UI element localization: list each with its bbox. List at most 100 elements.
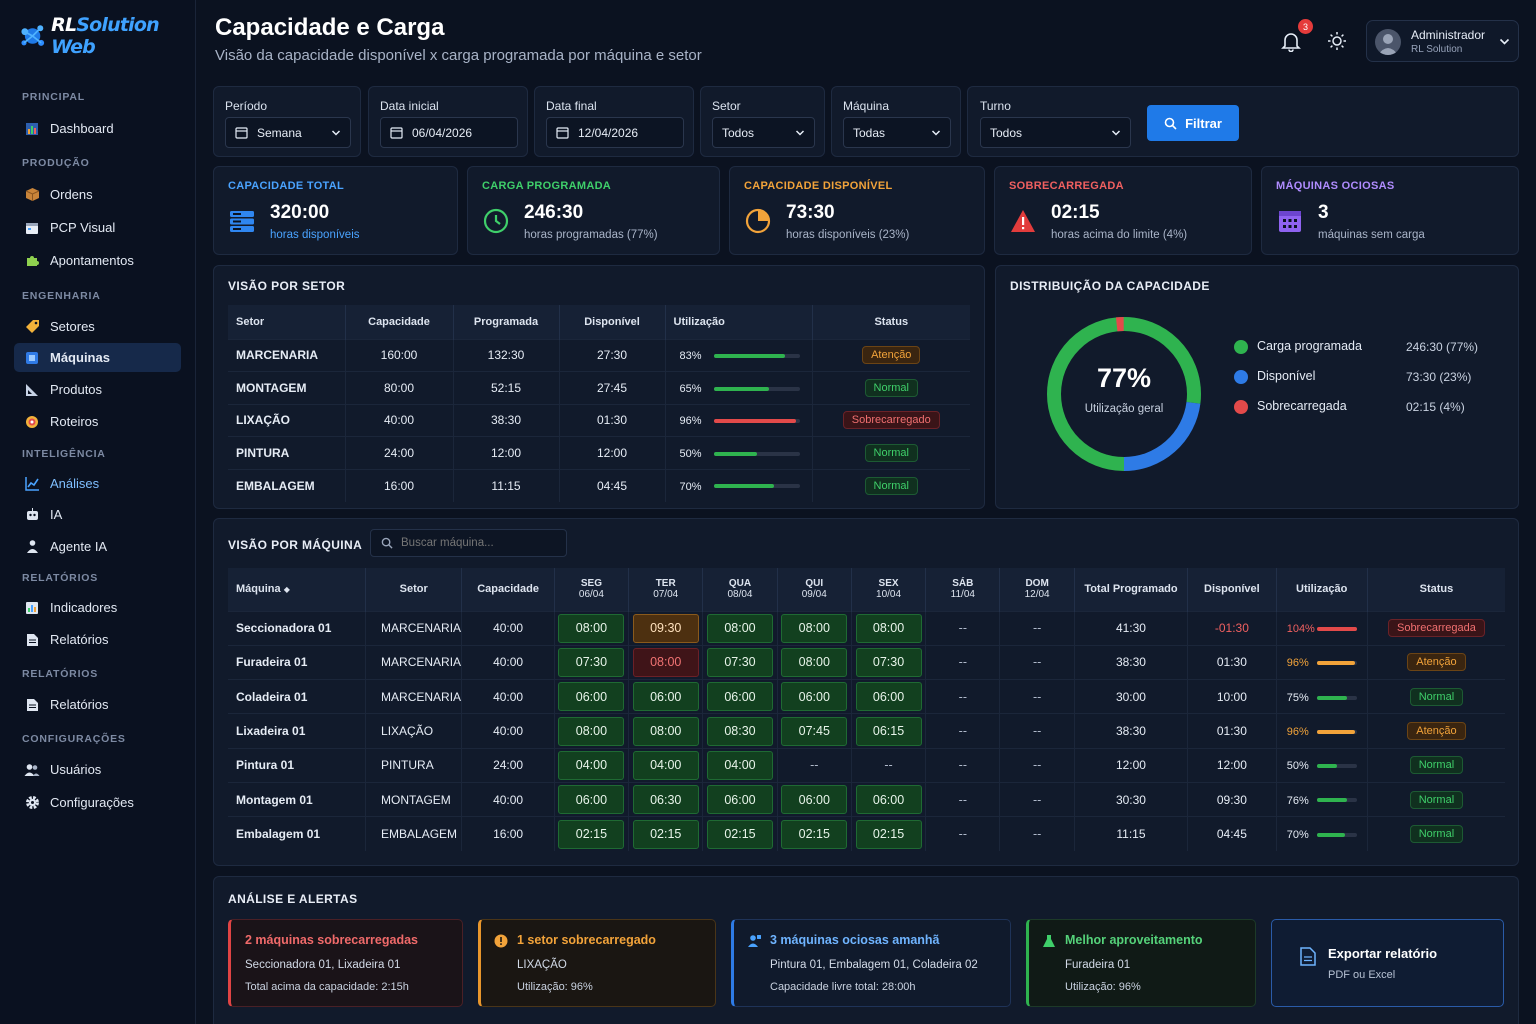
day-cell[interactable]: 07:30 [702,644,778,680]
day-cell[interactable]: -- [925,781,1001,817]
day-cell[interactable]: -- [999,781,1075,817]
sidebar-item-setores[interactable]: Setores [14,312,181,341]
day-cell[interactable]: -- [925,747,1001,783]
sidebar-item-roteiros[interactable]: Roteiros [14,407,181,436]
turno-select[interactable]: Todos [980,117,1131,148]
day-cell[interactable]: 06:00 [702,679,778,714]
day-cell[interactable]: 06:00 [851,781,927,817]
day-cell[interactable]: 06:00 [554,781,630,817]
data-final-input[interactable]: 12/04/2026 [546,117,684,148]
day-cell[interactable]: 08:00 [777,644,852,680]
table-row[interactable]: Lixadeira 01 LIXAÇÃO 40:00 08:00 08:00 08:30 0… [228,713,1505,749]
bell-icon[interactable] [1280,30,1302,52]
day-cell[interactable]: -- [925,679,1001,714]
day-cell[interactable]: -- [777,747,852,783]
day-cell[interactable]: 08:00 [554,713,630,749]
sidebar-item-ordens[interactable]: Ordens [14,180,181,209]
sidebar-item-produtos[interactable]: Produtos [14,375,181,404]
search-maquina[interactable] [370,529,567,557]
sidebar-item-agente-ia[interactable]: Agente IA [14,532,181,561]
day-cell[interactable]: 09:30 [628,610,704,646]
day-cell[interactable]: -- [925,713,1001,749]
day-cell[interactable]: 02:15 [554,816,630,852]
alert-sobrecarregadas[interactable]: 2 máquinas sobrecarregadas Seccionadora … [228,919,463,1007]
day-cell[interactable]: 08:00 [628,713,704,749]
day-cell[interactable]: 08:00 [851,610,927,646]
sidebar-item-relatorios-2[interactable]: Relatórios [14,690,181,719]
day-cell[interactable]: -- [925,816,1001,852]
day-cell[interactable]: 06:15 [851,713,927,749]
day-cell[interactable]: 04:00 [554,747,630,783]
sidebar-item-maquinas[interactable]: Máquinas [14,343,181,372]
day-cell[interactable]: 02:15 [851,816,927,852]
sidebar-item-usuarios[interactable]: Usuários [14,755,181,784]
day-cell[interactable]: -- [851,747,927,783]
day-cell[interactable]: -- [999,644,1075,680]
table-row[interactable]: MARCENARIA 160:00 132:30 27:30 83% Atenção [228,338,970,372]
table-row[interactable]: Embalagem 01 EMBALAGEM 16:00 02:15 02:15 02:1… [228,816,1505,852]
export-report-button[interactable]: Exportar relatório PDF ou Excel [1271,919,1504,1007]
day-cell[interactable]: 04:00 [702,747,778,783]
day-cell[interactable]: 08:00 [628,644,704,680]
day-cell[interactable]: 02:15 [702,816,778,852]
day-cell[interactable]: 08:00 [554,610,630,646]
table-row[interactable]: PINTURA 24:00 12:00 12:00 50% Normal [228,436,970,469]
sidebar-item-configuracoes[interactable]: Configurações [14,788,181,817]
table-row[interactable]: Seccionadora 01 MARCENARIA 40:00 08:00 09:30… [228,610,1505,646]
day-cell[interactable]: 06:00 [554,679,630,714]
sun-icon[interactable] [1327,31,1347,51]
table-row[interactable]: EMBALAGEM 16:00 11:15 04:45 70% Normal [228,468,970,502]
day-cell[interactable]: -- [925,610,1001,646]
sidebar-item-indicadores[interactable]: Indicadores [14,593,181,622]
day-cell[interactable]: 08:00 [777,610,852,646]
day-cell[interactable]: 07:30 [851,644,927,680]
sidebar-item-apontamentos[interactable]: Apontamentos [14,246,181,275]
day-cell[interactable]: 02:15 [777,816,852,852]
sidebar-item-pcp-visual[interactable]: PCP Visual [14,213,181,242]
periodo-select[interactable]: Semana [225,117,351,148]
setor-select[interactable]: Todos [712,117,815,148]
sidebar-item-ia[interactable]: IA [14,500,181,529]
day-cell[interactable]: -- [999,610,1075,646]
alert-setor[interactable]: 1 setor sobrecarregado LIXAÇÃO Utilizaçã… [478,919,716,1007]
data-inicial-input[interactable]: 06/04/2026 [380,117,518,148]
status-badge: Normal [864,476,918,495]
table-row[interactable]: Montagem 01 MONTAGEM 40:00 06:00 06:30 06:00 0… [228,781,1505,817]
day-cell[interactable]: 06:00 [777,781,852,817]
maquina-select[interactable]: Todas [843,117,951,148]
day-cell[interactable]: 06:00 [702,781,778,817]
day-cell[interactable]: 08:00 [702,610,778,646]
day-cell[interactable]: 07:45 [777,713,852,749]
day-cell[interactable]: 06:00 [777,679,852,714]
day-cell[interactable]: 06:30 [628,781,704,817]
table-row[interactable]: Pintura 01 PINTURA 24:00 04:00 04:00 04:00 -- -… [228,747,1505,783]
sidebar-item-analises[interactable]: Análises [14,469,181,498]
brand-logo[interactable]: RLSolution Web [18,14,186,58]
nav-section-principal: PRINCIPAL [22,91,86,103]
day-cell[interactable]: 08:30 [702,713,778,749]
table-row[interactable]: MONTAGEM 80:00 52:15 27:45 65% Normal [228,371,970,404]
day-cell[interactable]: -- [999,747,1075,783]
alert-ociosas[interactable]: 3 máquinas ociosas amanhã Pintura 01, Em… [731,919,1011,1007]
alert-aproveitamento[interactable]: Melhor aproveitamento Furadeira 01 Utili… [1026,919,1256,1007]
day-cell[interactable]: 02:15 [628,816,704,852]
day-cell[interactable]: 04:00 [628,747,704,783]
user-menu[interactable]: Administrador RL Solution [1366,20,1519,62]
day-cell[interactable]: 06:00 [628,679,704,714]
day-cell[interactable]: -- [999,679,1075,714]
util-bar [713,354,800,359]
filter-button[interactable]: Filtrar [1147,105,1239,141]
day-cell[interactable]: 07:30 [554,644,630,680]
day-cell[interactable]: -- [925,644,1001,680]
filter-label: Máquina [843,99,890,113]
sidebar-item-dashboard[interactable]: Dashboard [14,114,181,143]
day-cell[interactable]: -- [999,816,1075,852]
sidebar-item-relatorios[interactable]: Relatórios [14,625,181,654]
day-cell[interactable]: -- [999,713,1075,749]
table-row[interactable]: Coladeira 01 MARCENARIA 40:00 06:00 06:00 06:… [228,679,1505,714]
col-header-maquina[interactable]: Máquina ◆ [228,568,367,611]
table-row[interactable]: Furadeira 01 MARCENARIA 40:00 07:30 08:00 07:… [228,644,1505,680]
table-row[interactable]: LIXAÇÃO 40:00 38:30 01:30 96% Sobrecarregado [228,403,970,437]
search-input[interactable] [401,537,561,549]
day-cell[interactable]: 06:00 [851,679,927,714]
